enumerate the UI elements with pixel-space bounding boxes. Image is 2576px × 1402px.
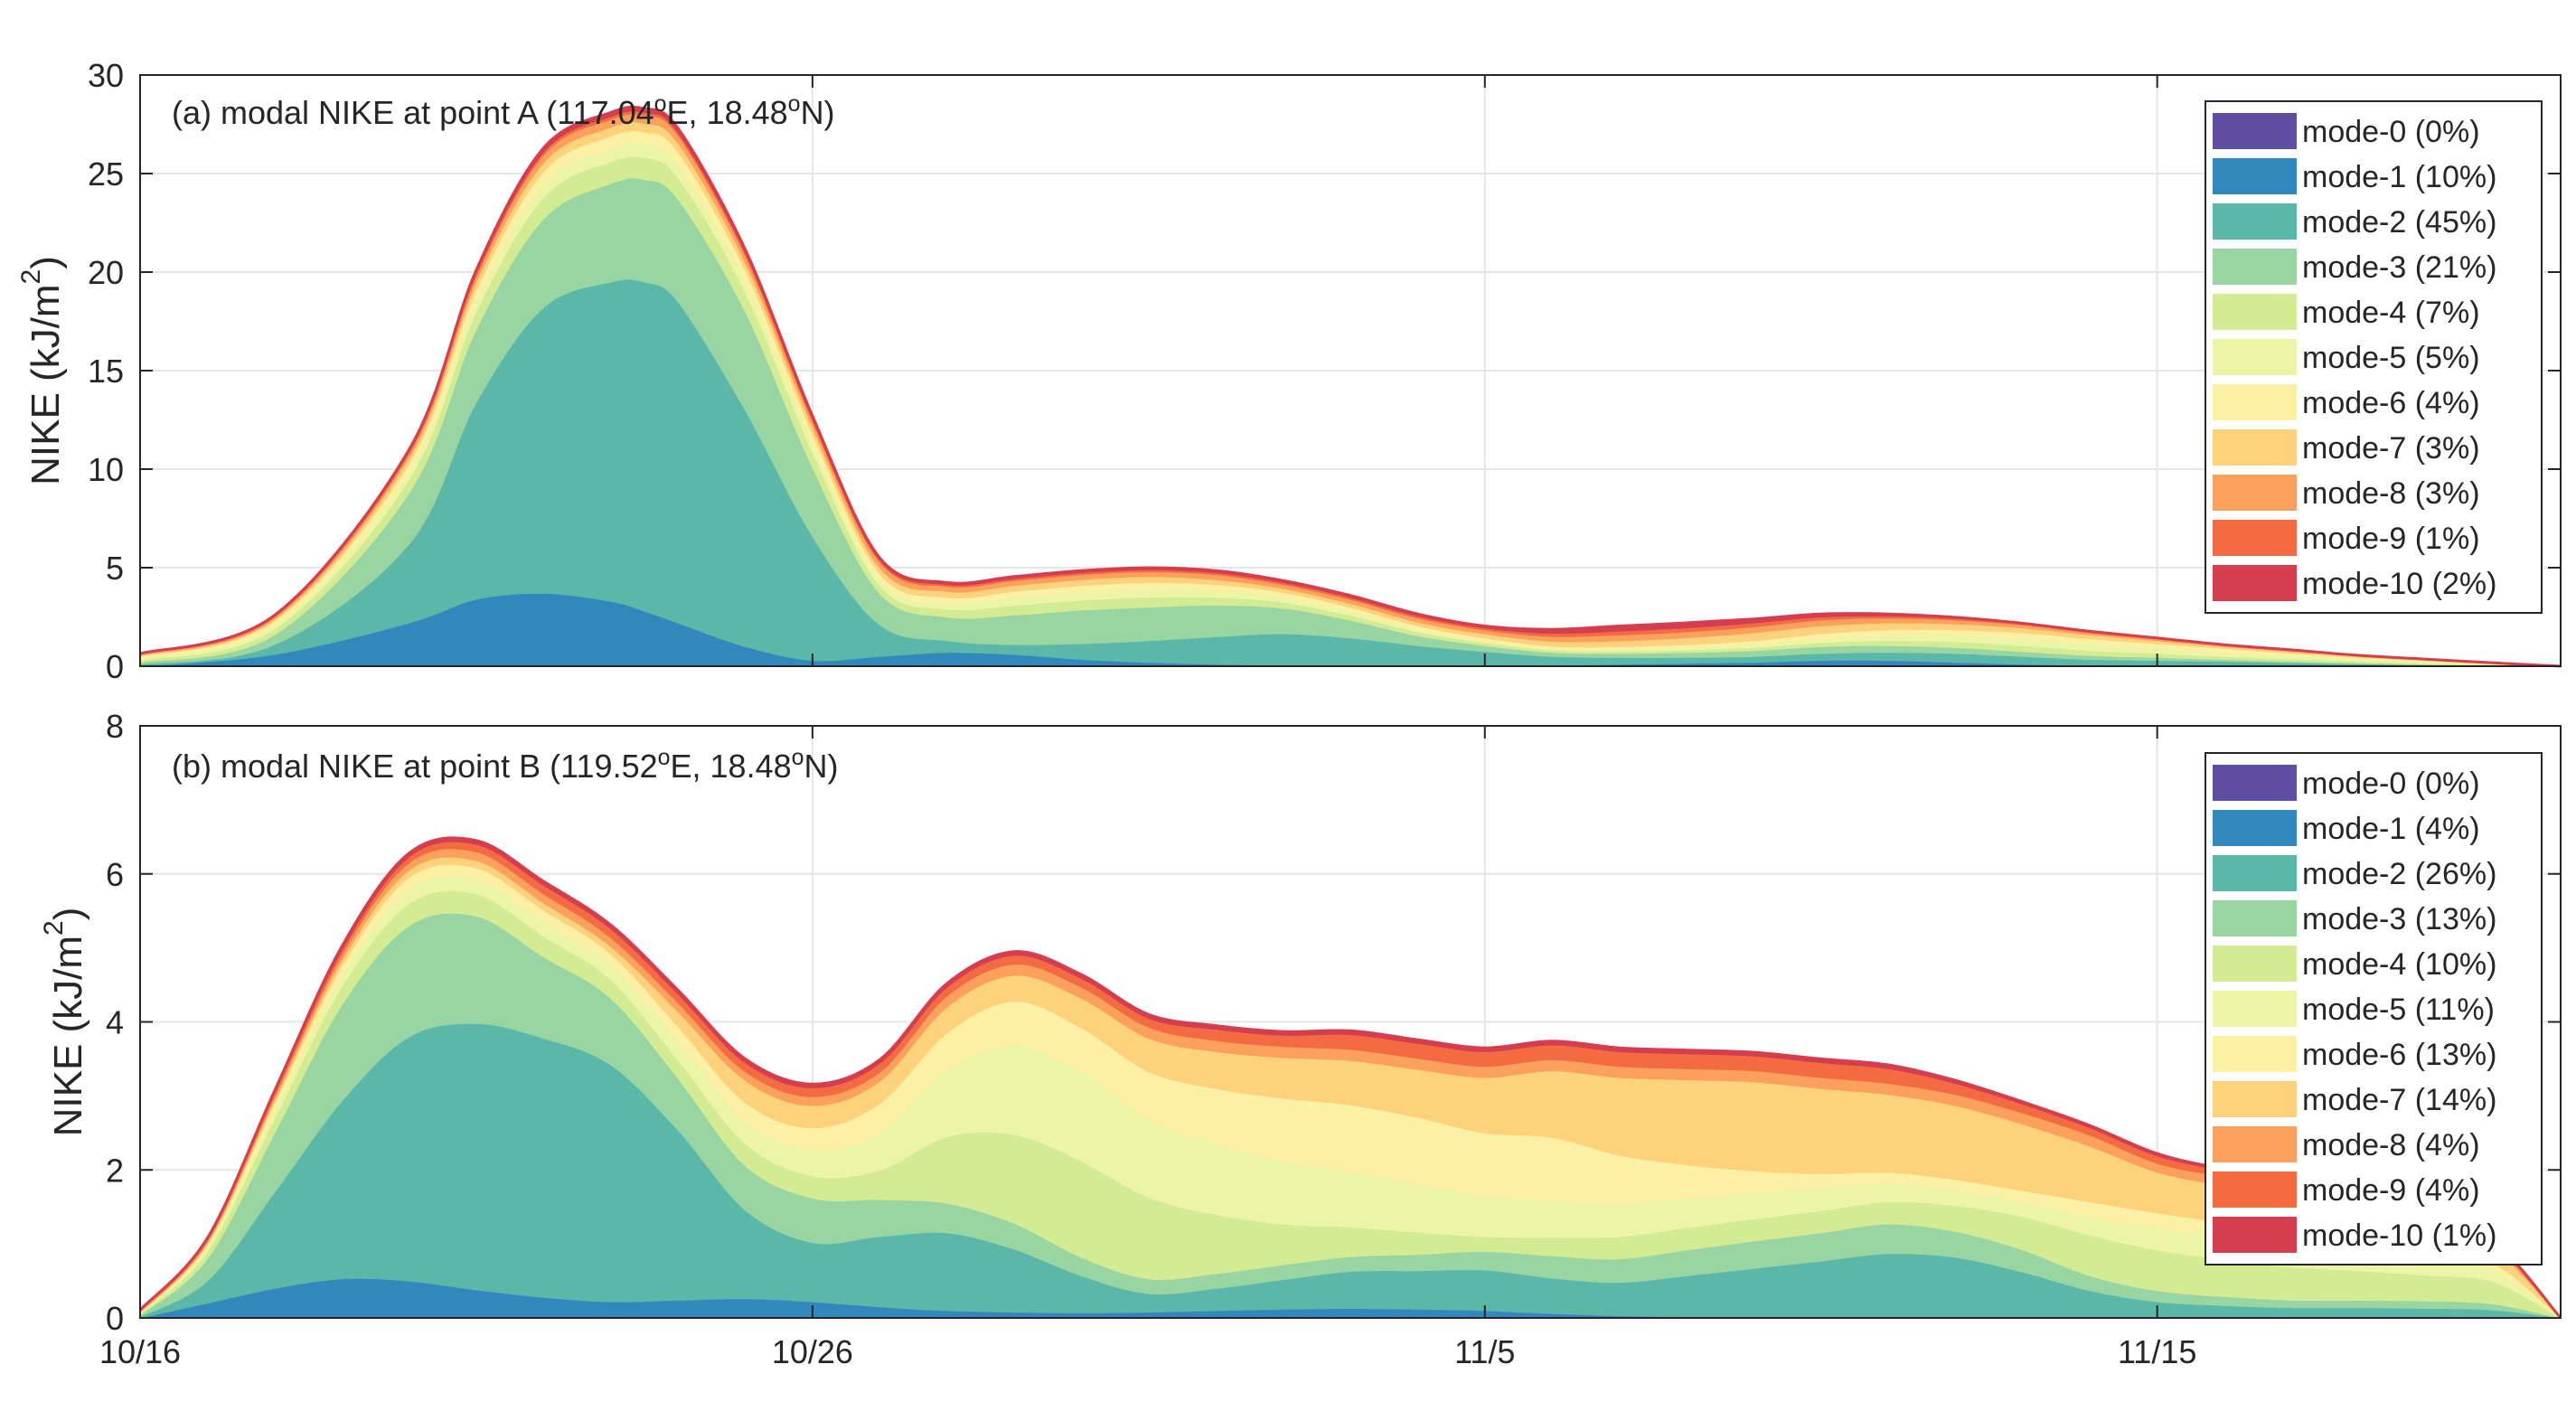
legend: mode-0 (0%) mode-1 (10%) mode-2 (45%) mode-… [2205, 100, 2543, 614]
y-tick-label: 8 [106, 708, 124, 745]
legend-swatch-mode-10 [2213, 565, 2297, 601]
panel-b: 0 2 4 6 8 10/16 10/26 11/5 11/15 NIKE (kJ/m2) (b) … [39, 708, 2562, 1370]
legend-label-mode-1: mode-1 (4%) [2302, 812, 2480, 846]
legend-swatch-mode-7 [2213, 429, 2297, 466]
legend-label-mode-5: mode-5 (11%) [2302, 993, 2495, 1027]
legend-label-mode-10: mode-10 (1%) [2302, 1219, 2496, 1253]
legend-label-mode-7: mode-7 (3%) [2302, 431, 2480, 466]
legend-label-mode-9: mode-9 (4%) [2302, 1173, 2480, 1208]
legend-label-mode-1: mode-1 (10%) [2302, 160, 2496, 194]
legend-label-mode-4: mode-4 (7%) [2302, 296, 2480, 330]
legend-swatch-mode-3 [2213, 900, 2297, 936]
legend-swatch-mode-1 [2213, 810, 2297, 846]
legend-swatch-mode-6 [2213, 1036, 2297, 1072]
legend: mode-0 (0%) mode-1 (4%) mode-2 (26%) mode-3… [2205, 752, 2543, 1266]
legend-label-mode-2: mode-2 (45%) [2302, 205, 2496, 240]
legend-label-mode-8: mode-8 (3%) [2302, 476, 2480, 511]
legend-swatch-mode-8 [2213, 475, 2297, 511]
legend-swatch-mode-4 [2213, 294, 2297, 330]
legend-label-mode-6: mode-6 (13%) [2302, 1038, 2496, 1072]
y-axis-label: NIKE (kJ/m2) [16, 256, 68, 485]
legend-swatch-mode-9 [2213, 1171, 2297, 1208]
y-tick-label: 0 [106, 1300, 124, 1337]
legend-swatch-mode-4 [2213, 946, 2297, 982]
y-tick-label: 5 [106, 550, 124, 587]
legend-swatch-mode-1 [2213, 158, 2297, 194]
legend-swatch-mode-0 [2213, 765, 2297, 801]
x-tick-label: 10/26 [772, 1333, 853, 1370]
legend-label-mode-4: mode-4 (10%) [2302, 947, 2496, 982]
legend-swatch-mode-5 [2213, 991, 2297, 1027]
legend-swatch-mode-6 [2213, 384, 2297, 420]
y-tick-label: 10 [88, 451, 124, 488]
x-tick-label: 11/5 [1454, 1333, 1515, 1370]
y-tick-label: 0 [106, 648, 124, 685]
panel-a: 0 5 10 15 20 25 30 NIKE (kJ/m2) (a) modal NIKE a… [16, 57, 2562, 685]
legend-swatch-mode-0 [2213, 113, 2297, 149]
legend-label-mode-10: mode-10 (2%) [2302, 567, 2496, 601]
legend-label-mode-3: mode-3 (21%) [2302, 250, 2496, 285]
total-outline [139, 105, 2562, 668]
legend-label-mode-7: mode-7 (14%) [2302, 1083, 2496, 1117]
x-tick-label: 11/15 [2118, 1333, 2196, 1370]
legend-swatch-mode-3 [2213, 249, 2297, 285]
stacked-areas [138, 836, 2562, 1319]
legend-swatch-mode-5 [2213, 339, 2297, 375]
legend-swatch-mode-7 [2213, 1081, 2297, 1117]
y-tick-label: 25 [88, 155, 124, 193]
legend-label-mode-6: mode-6 (4%) [2302, 386, 2480, 420]
y-tick-label: 15 [88, 353, 124, 390]
legend-label-mode-0: mode-0 (0%) [2302, 767, 2480, 801]
legend-label-mode-8: mode-8 (4%) [2302, 1128, 2480, 1162]
y-tick-label: 6 [106, 856, 124, 893]
legend-swatch-mode-8 [2213, 1126, 2297, 1162]
y-axis-label: NIKE (kJ/m2) [39, 908, 90, 1137]
x-tick-label: 10/16 [99, 1333, 181, 1370]
y-tick-label: 2 [106, 1152, 124, 1189]
y-tick-label: 30 [88, 57, 124, 94]
legend-swatch-mode-2 [2213, 203, 2297, 240]
y-tick-label: 4 [106, 1004, 124, 1041]
total-outline [138, 836, 2562, 1319]
legend-swatch-mode-2 [2213, 855, 2297, 891]
legend-label-mode-9: mode-9 (1%) [2302, 522, 2480, 556]
legend-label-mode-2: mode-2 (26%) [2302, 857, 2496, 891]
legend-label-mode-3: mode-3 (13%) [2302, 902, 2496, 936]
legend-label-mode-5: mode-5 (5%) [2302, 341, 2480, 375]
panel-title: (b) modal NIKE at point B (119.52oE, 18.… [172, 745, 839, 785]
legend-label-mode-0: mode-0 (0%) [2302, 115, 2480, 149]
legend-swatch-mode-10 [2213, 1217, 2297, 1253]
legend-swatch-mode-9 [2213, 520, 2297, 556]
panel-title: (a) modal NIKE at point A (117.04oE, 18.… [172, 91, 835, 131]
y-tick-label: 20 [88, 254, 124, 291]
